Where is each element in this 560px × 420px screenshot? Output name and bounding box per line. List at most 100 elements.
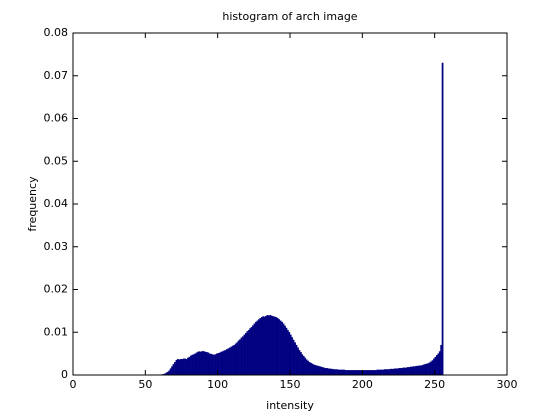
bar xyxy=(401,368,403,376)
bar xyxy=(321,367,324,376)
bar xyxy=(386,369,389,376)
bar xyxy=(330,368,333,376)
bar xyxy=(391,368,393,376)
bar xyxy=(276,317,279,376)
y-tick-label: 0 xyxy=(61,368,68,381)
bar xyxy=(431,360,434,376)
bar xyxy=(213,354,215,376)
bar xyxy=(398,368,401,376)
bar xyxy=(394,368,396,376)
bar xyxy=(326,368,328,376)
y-axis-label: frequency xyxy=(26,176,39,232)
bar xyxy=(260,317,263,376)
bar xyxy=(356,370,359,376)
bar xyxy=(428,362,431,376)
bar xyxy=(250,326,253,376)
x-tick-label: 200 xyxy=(352,378,373,391)
bar xyxy=(227,348,230,376)
bar xyxy=(327,368,330,376)
bar xyxy=(197,351,200,376)
bar xyxy=(221,351,224,376)
bar xyxy=(252,325,254,376)
bar xyxy=(214,354,217,376)
bar xyxy=(200,351,202,376)
bar xyxy=(369,370,372,376)
bar xyxy=(408,367,411,376)
x-tick-label: 50 xyxy=(138,378,152,391)
bar xyxy=(297,347,299,376)
bar xyxy=(388,369,390,376)
bar xyxy=(272,316,275,376)
bar xyxy=(353,370,356,376)
bar xyxy=(411,366,414,376)
bar xyxy=(370,370,373,376)
bar xyxy=(301,354,304,376)
bar xyxy=(194,353,197,376)
bar xyxy=(294,342,296,376)
bar xyxy=(285,327,288,376)
bar xyxy=(422,364,425,376)
bar xyxy=(220,351,223,376)
y-tick-label: 0.05 xyxy=(44,154,69,167)
bar xyxy=(396,368,399,376)
bar xyxy=(354,370,357,376)
bar xyxy=(174,362,176,376)
bar xyxy=(385,369,388,376)
bar xyxy=(284,325,286,376)
bar xyxy=(363,370,366,376)
bar xyxy=(340,369,343,376)
bar xyxy=(273,316,276,376)
bar xyxy=(234,343,237,376)
bar xyxy=(339,369,341,376)
bar xyxy=(367,370,370,376)
bar xyxy=(247,329,250,376)
bar xyxy=(184,358,186,376)
bar xyxy=(223,350,226,376)
bar xyxy=(412,366,415,376)
bar xyxy=(278,319,281,376)
bar xyxy=(314,365,317,376)
bar xyxy=(424,364,427,376)
bar xyxy=(275,317,278,376)
bar xyxy=(427,363,430,376)
bar xyxy=(341,369,344,376)
bar xyxy=(407,367,409,376)
bar xyxy=(352,370,354,376)
bar xyxy=(405,367,408,376)
bar xyxy=(179,359,182,376)
bar xyxy=(373,370,376,376)
bar xyxy=(262,316,265,376)
bar xyxy=(243,334,246,376)
bar xyxy=(210,353,213,376)
bar xyxy=(331,368,334,376)
bar xyxy=(281,321,283,376)
bar xyxy=(366,370,369,376)
bar xyxy=(185,359,188,376)
x-tick-label: 100 xyxy=(207,378,228,391)
bar xyxy=(441,62,444,376)
bar xyxy=(203,351,205,376)
bar xyxy=(311,363,314,376)
y-tick-label: 0.07 xyxy=(44,69,69,82)
bar xyxy=(415,365,418,376)
bar xyxy=(350,370,353,376)
bar xyxy=(269,314,272,376)
bar xyxy=(195,352,198,376)
bar xyxy=(312,364,315,376)
bar xyxy=(333,369,335,376)
bar xyxy=(317,365,320,376)
bar xyxy=(347,370,350,376)
bar xyxy=(395,368,398,376)
bar xyxy=(256,320,259,376)
bar xyxy=(178,359,181,376)
bar xyxy=(382,369,385,376)
bar xyxy=(337,369,340,376)
bar xyxy=(182,358,185,376)
bar xyxy=(286,329,289,376)
bar xyxy=(246,331,249,376)
bar xyxy=(418,365,421,376)
bar xyxy=(302,356,305,376)
bar xyxy=(389,368,392,376)
bar xyxy=(349,370,351,376)
